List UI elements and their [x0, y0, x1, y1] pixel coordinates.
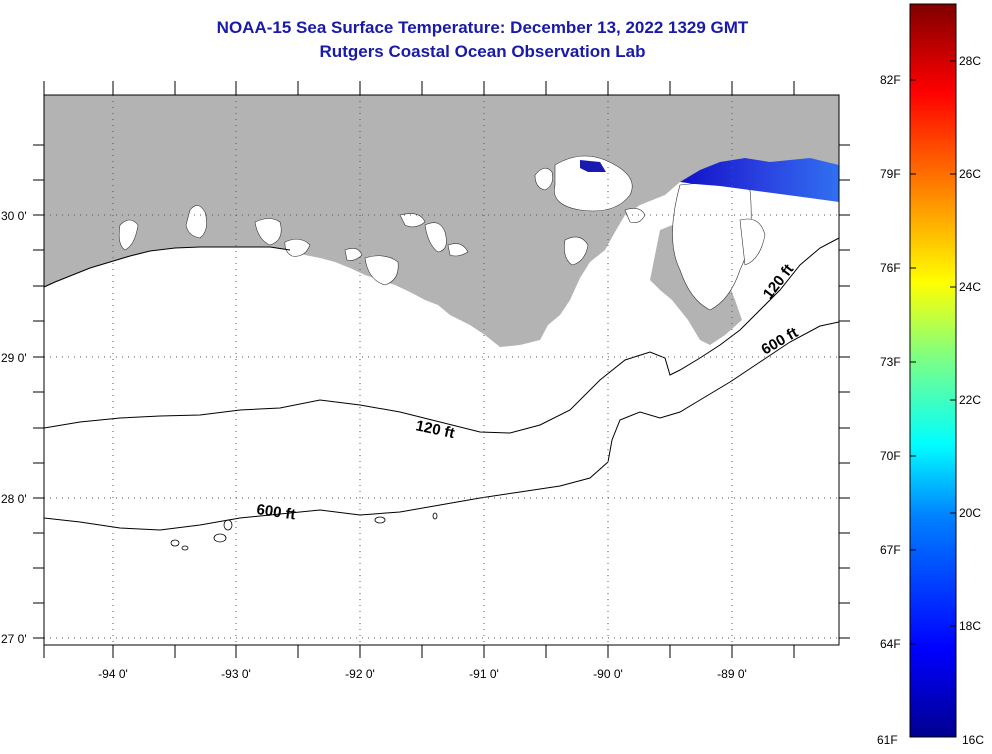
lat-label: 30 0'	[1, 209, 27, 223]
colorbar-c-label: 16C	[962, 733, 984, 747]
colorbar-ticks	[910, 60, 956, 645]
colorbar	[909, 3, 957, 738]
colorbar-c-label: 26C	[959, 167, 981, 181]
coastline	[44, 246, 291, 288]
colorbar-f-label: 82F	[880, 73, 901, 87]
colorbar-c-label: 18C	[959, 619, 981, 633]
colorbar-f-label: 61F	[877, 733, 898, 747]
colorbar-f-label: 79F	[880, 167, 901, 181]
colorbar-f-label: 73F	[880, 355, 901, 369]
lon-label: -91 0'	[469, 667, 499, 681]
colorbar-c-label: 24C	[959, 280, 981, 294]
contour-600ft	[44, 321, 839, 531]
map-title: NOAA-15 Sea Surface Temperature: Decembe…	[216, 18, 749, 37]
colorbar-f-label: 64F	[880, 637, 901, 651]
lat-label: 27 0'	[1, 632, 27, 646]
contour-120ft	[44, 237, 839, 434]
contour-label-600ft-west: 600 ft	[255, 501, 296, 523]
lon-label: -93 0'	[221, 667, 251, 681]
seamount-contours	[170, 512, 438, 551]
colorbar-f-label: 70F	[880, 449, 901, 463]
lat-label: 29 0'	[1, 351, 27, 365]
lat-label: 28 0'	[1, 492, 27, 506]
lon-label: -90 0'	[593, 667, 623, 681]
map-subtitle: Rutgers Coastal Ocean Observation Lab	[319, 42, 646, 61]
graticule	[44, 95, 839, 645]
sst-swath	[680, 158, 839, 202]
sst-patch	[580, 160, 606, 172]
colorbar-f-label: 76F	[880, 261, 901, 275]
colorbar-c-label: 22C	[959, 393, 981, 407]
lon-label: -92 0'	[345, 667, 375, 681]
axis-ticks	[33, 81, 850, 658]
lon-label: -94 0'	[98, 667, 128, 681]
land-mass	[44, 95, 839, 347]
colorbar-c-label: 20C	[959, 506, 981, 520]
lon-label: -89 0'	[717, 667, 747, 681]
colorbar-f-label: 67F	[880, 543, 901, 557]
map-frame	[43, 94, 840, 646]
colorbar-c-label: 28C	[959, 54, 981, 68]
